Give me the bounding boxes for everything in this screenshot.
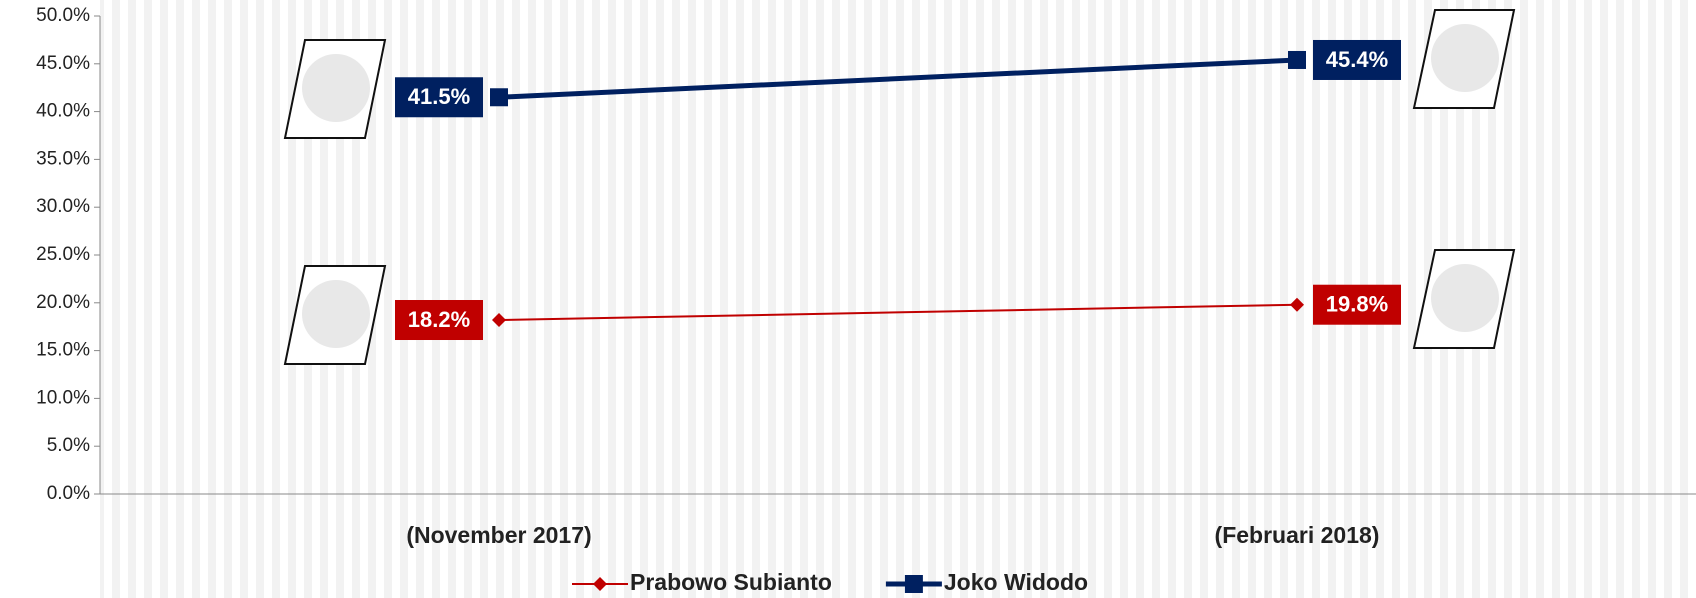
y-tick-label: 35.0%	[36, 148, 90, 169]
value-label-box	[395, 300, 483, 341]
y-tick-label: 50.0%	[36, 5, 90, 26]
value-label: 18.2%	[408, 307, 470, 332]
value-label: 41.5%	[408, 84, 470, 109]
y-tick-label: 15.0%	[36, 340, 90, 361]
y-tick-label: 5.0%	[47, 435, 90, 456]
legend-label: Joko Widodo	[944, 569, 1088, 595]
value-label-box	[1313, 39, 1401, 80]
value-label: 19.8%	[1326, 292, 1388, 317]
data-point	[1290, 297, 1304, 312]
y-tick-label: 40.0%	[36, 101, 90, 122]
legend-marker	[593, 577, 607, 591]
data-point	[490, 88, 508, 107]
value-label: 45.4%	[1326, 47, 1388, 72]
y-tick-label: 10.0%	[36, 387, 90, 408]
y-tick-label: 30.0%	[36, 196, 90, 217]
y-tick-label: 45.0%	[36, 53, 90, 74]
value-label-box	[395, 77, 483, 118]
series-line	[498, 303, 1298, 322]
data-point	[492, 313, 506, 328]
y-tick-label: 0.0%	[47, 483, 90, 504]
x-tick-label: (Februari 2018)	[1215, 522, 1380, 548]
y-tick-label: 20.0%	[36, 292, 90, 313]
series-line	[498, 57, 1298, 100]
legend-marker	[904, 575, 923, 593]
data-point	[1288, 50, 1306, 69]
legend-label: Prabowo Subianto	[630, 569, 832, 595]
value-label-box	[1313, 284, 1401, 325]
photo-frames	[283, 9, 1516, 365]
x-tick-label: (November 2017)	[406, 522, 591, 548]
y-tick-label: 25.0%	[36, 244, 90, 265]
